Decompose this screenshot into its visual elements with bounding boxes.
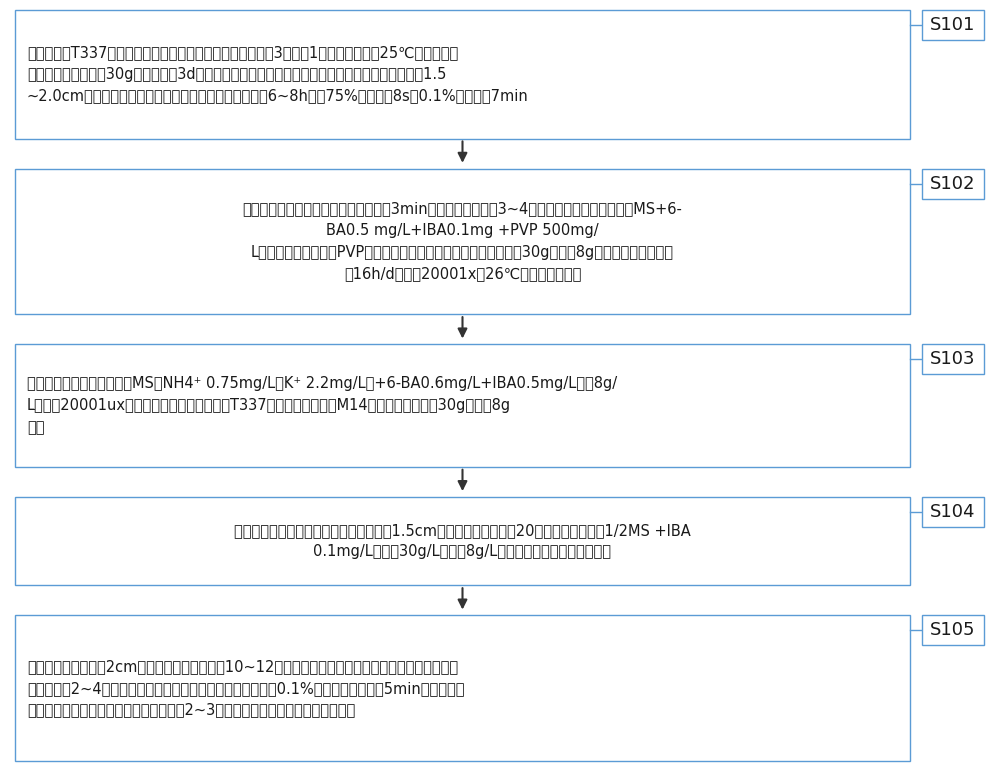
FancyBboxPatch shape [922,345,984,375]
Text: 进行消毒处理后，用超声波清洗机清洗3min，再用无菌水冲洗3~4次，将处理好的嫩芽接种到MS+6-
BA0.5 mg/L+IBA0.1mg +PVP 500mg: 进行消毒处理后，用超声波清洗机清洗3min，再用无菌水冲洗3~4次，将处理好的嫩… [243,201,682,281]
Text: 以苹果砧木T337为材料，选择生长健壮无病虫害的母树，于3月份取1年生枝条，放置25℃的温室内进
行水培，每升水含有30g蔗糖，每隔3d换一次水并剪掉旧剪口，当: 以苹果砧木T337为材料，选择生长健壮无病虫害的母树，于3月份取1年生枝条，放置… [27,45,529,103]
FancyBboxPatch shape [15,345,910,466]
FancyBboxPatch shape [15,10,910,139]
Text: 将获得的无菌外植体接种到MS（NH4⁺ 0.75mg/L，K⁺ 2.2mg/L）+6-BA0.6mg/L+IBA0.5mg/L琼脂8g/
L，光照20001ux: 将获得的无菌外植体接种到MS（NH4⁺ 0.75mg/L，K⁺ 2.2mg/L）… [27,376,617,434]
Text: S105: S105 [930,621,976,640]
Text: S103: S103 [930,350,976,368]
FancyBboxPatch shape [922,497,984,527]
Text: S102: S102 [930,175,976,193]
FancyBboxPatch shape [15,169,910,314]
Text: 当组培苗根长度达到2cm后，移到室外遮阴炼苗10~12天左右，然后将培养容器瓶口打开，自然光下进
行开瓶炼苗2~4天后，将生根苗从培养基中取出，放入浓度为0.1: 当组培苗根长度达到2cm后，移到室外遮阴炼苗10~12天左右，然后将培养容器瓶口… [27,659,464,717]
FancyBboxPatch shape [15,615,910,761]
FancyBboxPatch shape [922,169,984,198]
FancyBboxPatch shape [922,615,984,646]
FancyBboxPatch shape [922,10,984,40]
Text: 选择继代培养获得的生长健壮，高度大于1.5cm的植株，生长时间为20天的芽子，接种于1/2MS +IBA
0.1mg/L（蔗糖30g/L，琼脂8g/L）生根培养: 选择继代培养获得的生长健壮，高度大于1.5cm的植株，生长时间为20天的芽子，接… [234,523,691,559]
Text: S101: S101 [930,16,976,34]
Text: S104: S104 [930,503,976,521]
FancyBboxPatch shape [15,497,910,585]
